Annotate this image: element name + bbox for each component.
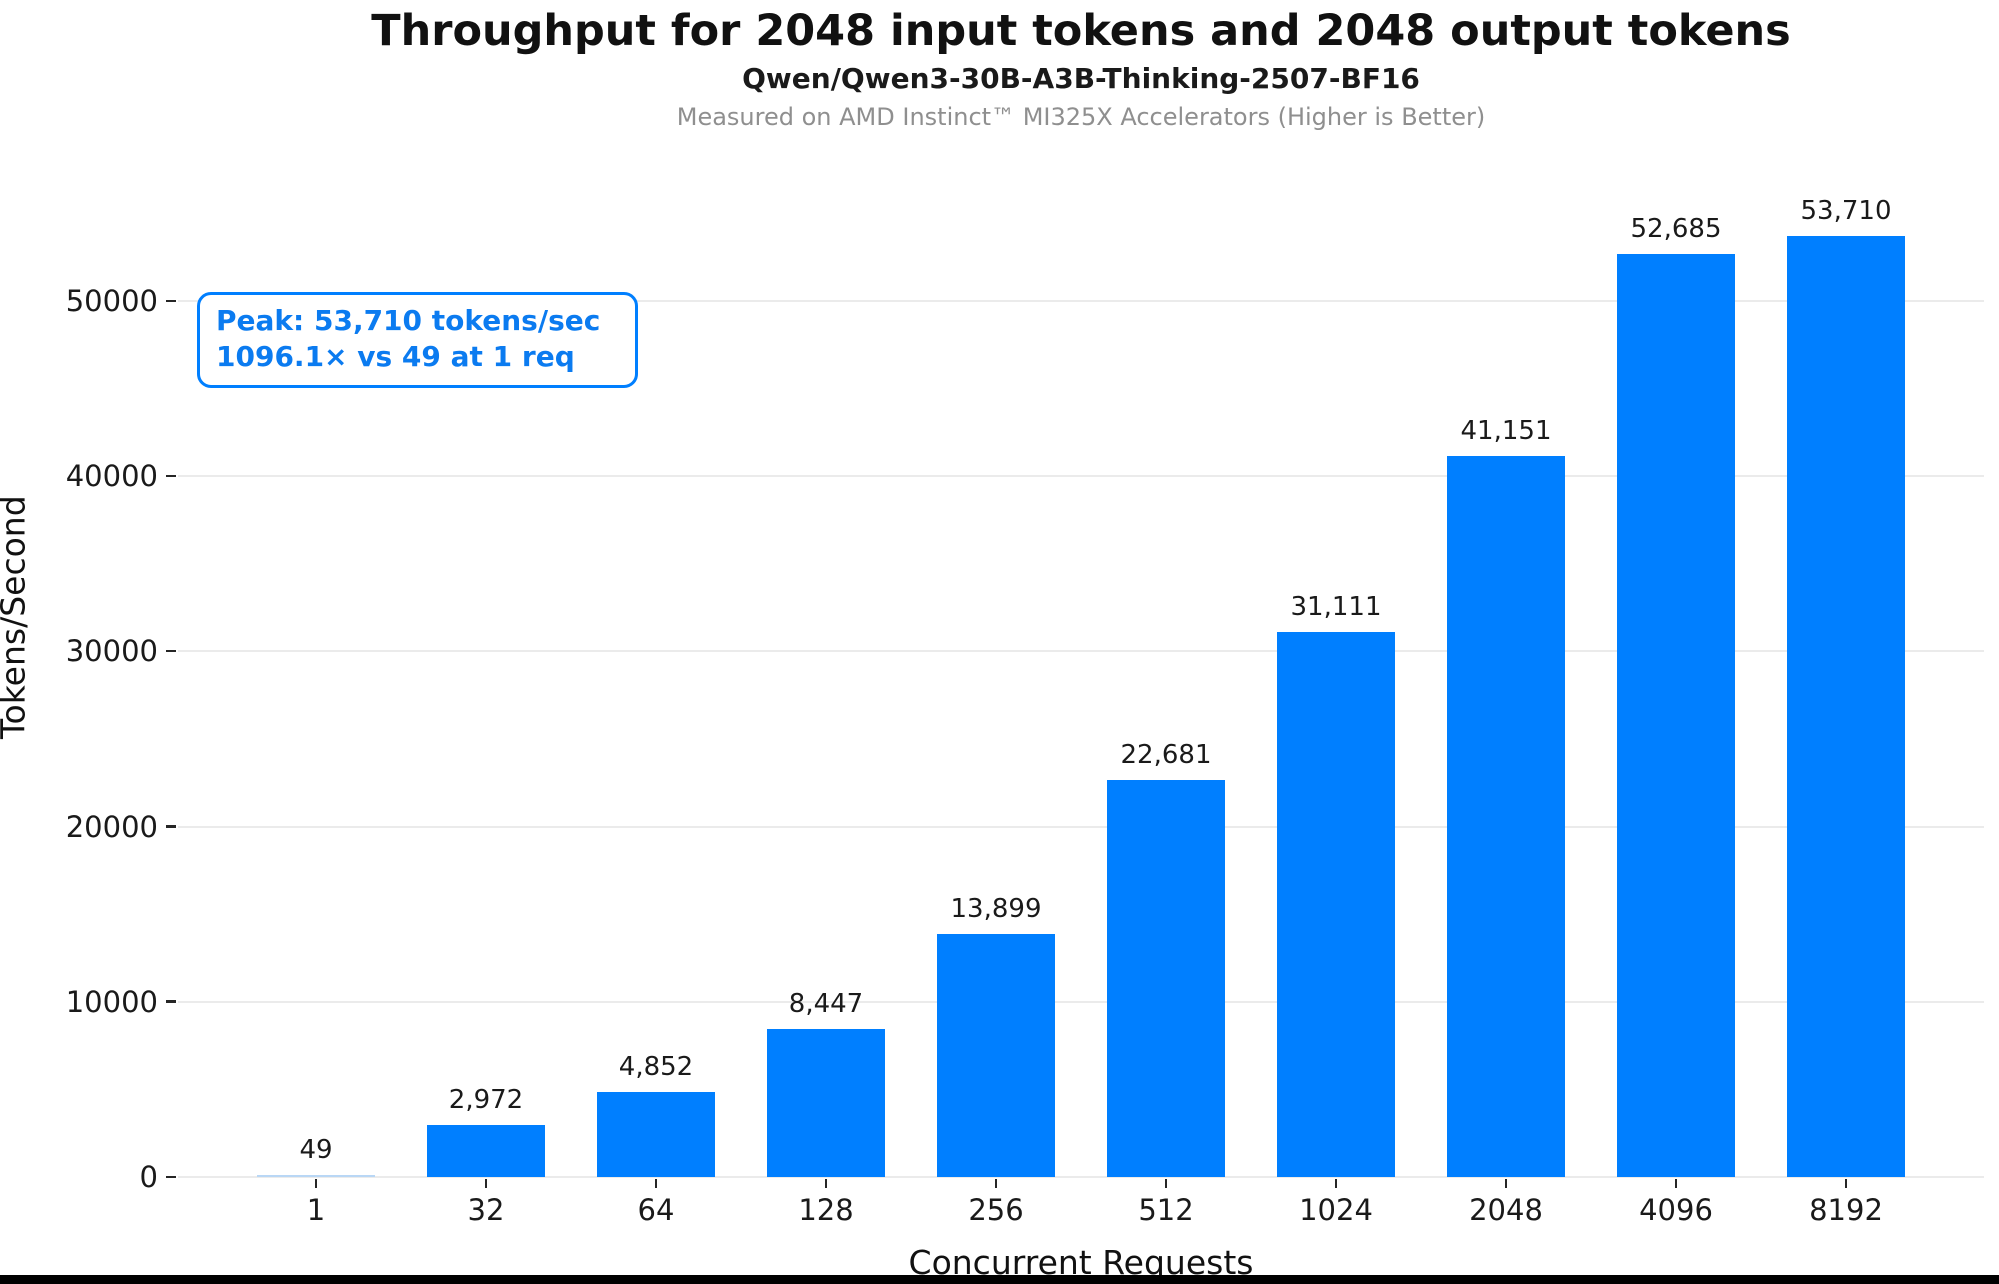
gridline bbox=[178, 300, 1984, 302]
y-axis-label: Tokens/Second bbox=[0, 495, 33, 739]
bar-128 bbox=[767, 1029, 885, 1177]
y-tick-label: 30000 bbox=[65, 634, 158, 669]
bar-value-label: 8,447 bbox=[788, 989, 864, 1020]
y-tick-label: 50000 bbox=[65, 284, 158, 318]
y-tick-mark bbox=[166, 1175, 176, 1178]
gridline bbox=[178, 825, 1984, 828]
x-tick-label: 512 bbox=[1138, 1193, 1194, 1227]
bar-64 bbox=[597, 1092, 715, 1177]
y-tick-mark bbox=[166, 825, 176, 828]
bar-1024 bbox=[1277, 631, 1395, 1177]
bar-value-label: 22,681 bbox=[1120, 739, 1212, 770]
y-tick-label: 40000 bbox=[65, 459, 158, 494]
chart-caption: Measured on AMD Instinct™ MI325X Acceler… bbox=[676, 103, 1486, 131]
x-tick-mark bbox=[1334, 1179, 1338, 1188]
y-tick-mark bbox=[166, 299, 176, 302]
x-tick-mark bbox=[994, 1179, 998, 1188]
bar-value-label: 49 bbox=[299, 1135, 333, 1165]
x-tick-mark bbox=[484, 1179, 488, 1188]
bar-value-label: 31,111 bbox=[1290, 591, 1382, 622]
x-tick-mark bbox=[314, 1179, 318, 1188]
peak-annotation-line1: Peak: 53,710 tokens/sec bbox=[216, 304, 601, 337]
bar-value-label: 53,710 bbox=[1800, 196, 1892, 227]
gridline bbox=[178, 1176, 1984, 1178]
x-tick-label: 8192 bbox=[1809, 1193, 1883, 1227]
bar-1 bbox=[257, 1175, 375, 1177]
gridline bbox=[178, 1000, 1984, 1003]
y-tick-label: 20000 bbox=[65, 809, 158, 844]
x-tick-label: 256 bbox=[968, 1193, 1024, 1227]
bar-4096 bbox=[1617, 253, 1735, 1177]
bar-8192 bbox=[1787, 236, 1905, 1177]
y-tick-label: 0 bbox=[139, 1160, 158, 1194]
x-tick-mark bbox=[824, 1179, 828, 1188]
x-tick-mark bbox=[1164, 1179, 1168, 1188]
bar-value-label: 2,972 bbox=[448, 1084, 524, 1115]
bar-value-label: 4,852 bbox=[618, 1052, 694, 1082]
y-tick-mark bbox=[166, 1000, 176, 1003]
x-tick-label: 1 bbox=[306, 1193, 326, 1227]
bar-512 bbox=[1107, 779, 1225, 1177]
gridline bbox=[178, 650, 1984, 653]
chart-title: Throughput for 2048 input tokens and 204… bbox=[371, 6, 1791, 56]
bar-value-label: 41,151 bbox=[1460, 416, 1552, 447]
y-tick-mark bbox=[166, 474, 176, 478]
x-tick-mark bbox=[1674, 1179, 1678, 1188]
bar-2048 bbox=[1447, 456, 1565, 1177]
y-tick-mark bbox=[166, 649, 176, 653]
x-tick-label: 2048 bbox=[1469, 1193, 1543, 1227]
y-tick-label: 10000 bbox=[65, 984, 158, 1019]
x-tick-label: 1024 bbox=[1299, 1193, 1373, 1227]
x-tick-mark bbox=[1844, 1179, 1848, 1188]
bottom-border bbox=[0, 1275, 1999, 1284]
gridline bbox=[178, 475, 1984, 478]
x-tick-label: 64 bbox=[637, 1193, 675, 1227]
peak-annotation: Peak: 53,710 tokens/sec 1096.1× vs 49 at… bbox=[197, 292, 638, 388]
x-tick-mark bbox=[654, 1179, 658, 1188]
x-tick-label: 32 bbox=[467, 1193, 505, 1227]
bar-value-label: 13,899 bbox=[950, 893, 1042, 924]
x-tick-label: 128 bbox=[798, 1193, 854, 1227]
bar-value-label: 52,685 bbox=[1630, 213, 1722, 244]
x-tick-mark bbox=[1504, 1179, 1508, 1188]
x-tick-label: 4096 bbox=[1639, 1193, 1713, 1227]
peak-annotation-line2: 1096.1× vs 49 at 1 req bbox=[216, 340, 575, 373]
chart-subtitle: Qwen/Qwen3-30B-A3B-Thinking-2507-BF16 bbox=[742, 62, 1420, 95]
bar-256 bbox=[937, 933, 1055, 1177]
bar-32 bbox=[427, 1124, 545, 1177]
